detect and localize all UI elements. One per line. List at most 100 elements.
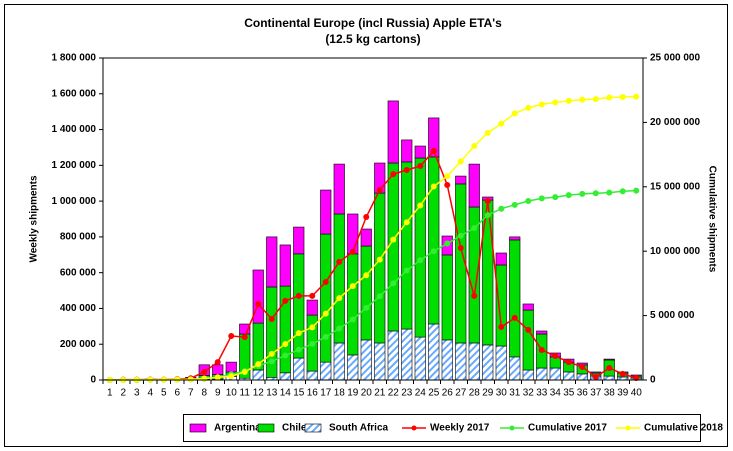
bar: [252, 369, 264, 381]
line-marker: [633, 93, 640, 100]
line-marker: [174, 376, 181, 383]
x-tick-label: 17: [320, 388, 332, 399]
legend-swatch: [189, 423, 207, 433]
line-marker: [471, 225, 478, 232]
line-marker: [336, 295, 343, 302]
line-marker: [336, 325, 343, 332]
line-marker: [471, 292, 478, 299]
x-tick-label: 1: [107, 388, 113, 399]
bar: [212, 364, 224, 375]
bar: [401, 328, 413, 381]
bar: [576, 373, 588, 381]
bar: [333, 342, 345, 381]
line-marker: [241, 369, 248, 376]
line-marker: [255, 300, 262, 307]
bar: [320, 233, 332, 363]
line-marker: [484, 212, 491, 219]
x-tick-label: 28: [469, 388, 481, 399]
x-tick-label: 33: [536, 388, 548, 399]
line-marker: [457, 232, 464, 239]
bar: [320, 189, 332, 235]
bar: [333, 213, 345, 344]
bar: [360, 339, 372, 381]
x-tick-label: 36: [577, 388, 589, 399]
line-marker: [376, 187, 383, 194]
bar: [239, 323, 251, 335]
bar: [428, 117, 440, 158]
plot-area: [103, 58, 643, 380]
x-tick-label: 34: [550, 388, 562, 399]
line-marker: [471, 142, 478, 149]
line-marker: [295, 292, 302, 299]
bar: [522, 309, 534, 371]
line-marker: [363, 272, 370, 279]
bar: [603, 375, 615, 381]
bar: [293, 357, 305, 381]
y2-axis-title: Cumulative shipments: [706, 166, 717, 273]
bar: [495, 345, 507, 381]
line-marker: [268, 358, 275, 365]
y2-tick-label: 15 000 000: [650, 181, 700, 192]
bar: [387, 330, 399, 381]
bar: [266, 236, 278, 288]
line-marker: [538, 346, 545, 353]
line-marker: [322, 310, 329, 317]
plot-border: [102, 57, 644, 381]
x-tick-label: 32: [523, 388, 535, 399]
line-marker: [498, 205, 505, 212]
line-marker: [363, 214, 370, 221]
line-marker: [592, 96, 599, 103]
x-tick-label: 30: [496, 388, 508, 399]
bar: [455, 175, 467, 185]
y-tick-label: 1 400 000: [52, 124, 97, 135]
bar: [536, 330, 548, 335]
line-marker: [417, 202, 424, 209]
x-tick-label: 3: [134, 388, 140, 399]
x-tick-label: 29: [482, 388, 494, 399]
line-marker: [349, 248, 356, 255]
line-marker: [336, 258, 343, 265]
line-marker: [430, 148, 437, 155]
x-tick-label: 21: [374, 388, 386, 399]
x-tick-label: 2: [120, 388, 126, 399]
x-tick-label: 22: [388, 388, 400, 399]
line-marker: [525, 197, 532, 204]
bar: [482, 344, 494, 381]
y-tick-label: 600 000: [60, 267, 97, 278]
line-marker: [417, 257, 424, 264]
line-marker: [592, 190, 599, 197]
legend-marker: [509, 425, 515, 431]
line-marker: [552, 194, 559, 201]
x-tick-label: 25: [428, 388, 440, 399]
line-marker: [525, 326, 532, 333]
line-marker: [538, 101, 545, 108]
legend-label: Cumulative 2018: [644, 423, 723, 434]
line-marker: [228, 373, 235, 380]
bar: [428, 323, 440, 381]
bar: [603, 358, 615, 361]
line-marker: [511, 110, 518, 117]
x-tick-label: 37: [590, 388, 602, 399]
y-tick-label: 800 000: [60, 232, 97, 243]
x-tick-label: 27: [455, 388, 467, 399]
x-tick-label: 13: [266, 388, 278, 399]
line-marker: [619, 370, 626, 377]
bar: [293, 253, 305, 359]
x-tick-label: 26: [442, 388, 454, 399]
line-marker: [322, 333, 329, 340]
line-marker: [295, 330, 302, 337]
line-marker: [633, 187, 640, 194]
line-marker: [606, 189, 613, 196]
line-marker: [606, 94, 613, 101]
legend-label: Argentina: [214, 423, 261, 434]
bar: [387, 100, 399, 164]
legend-label: Chile: [282, 423, 307, 434]
line: [109, 149, 637, 381]
bar: [549, 367, 561, 381]
bar: [360, 245, 372, 341]
line-marker: [228, 332, 235, 339]
y2-tick-label: 0: [650, 375, 656, 386]
legend-swatch: [304, 423, 322, 433]
bar: [441, 254, 453, 341]
line-marker: [511, 201, 518, 208]
